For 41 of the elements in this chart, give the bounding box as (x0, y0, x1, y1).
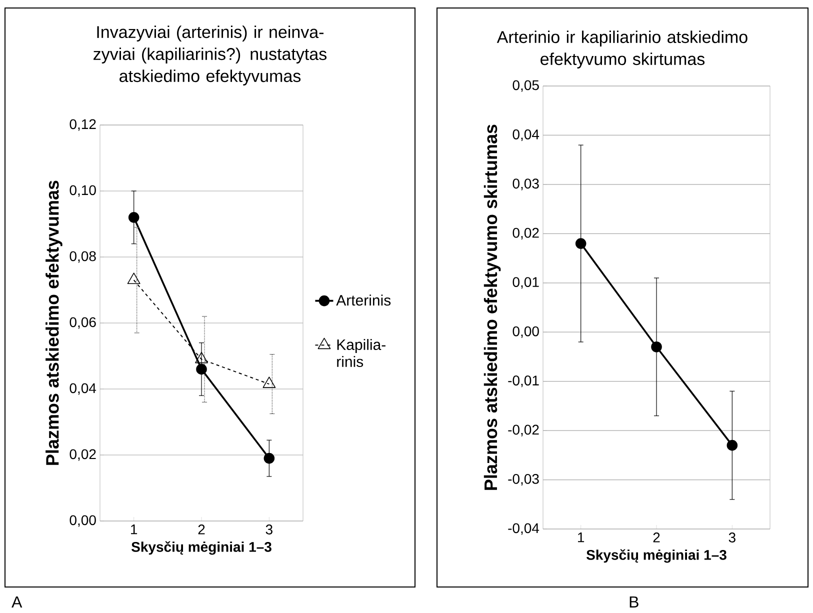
y-axis-title: Plazmos atskiedimo efektyvumas (46, 180, 62, 465)
y-tick-label: -0,02 (508, 424, 539, 436)
legend-label: Kapilia-rinis (337, 338, 386, 368)
x-axis-title: Skysčių mėginiai 1–3 (131, 541, 272, 555)
point (651, 341, 662, 352)
x-tick-label: 1 (578, 532, 584, 542)
point (127, 272, 140, 284)
x-tick-label: 3 (728, 532, 736, 542)
y-tick-label: 0,00 (70, 515, 96, 527)
y-axis-title: Plazmos atskiedimo efektyvumo skirtumas (484, 124, 501, 490)
x-tick-label: 1 (131, 524, 138, 534)
point (196, 364, 207, 375)
x-tick-label: 2 (198, 524, 205, 534)
y-tick-label: 0,06 (70, 317, 96, 329)
point (195, 352, 208, 364)
x-tick-label: 2 (653, 532, 660, 542)
y-tick-label: 0,04 (512, 129, 540, 141)
y-tick-label: 0,05 (512, 80, 539, 92)
y-tick-label: 0,02 (70, 449, 96, 461)
y-tick-label: -0,03 (508, 474, 539, 486)
y-tick-label: 0,00 (512, 326, 539, 338)
y-tick-label: 0,12 (70, 119, 96, 131)
point (726, 440, 738, 451)
y-tick-label: 0,10 (70, 185, 96, 197)
y-tick-label: -0,01 (508, 376, 539, 388)
x-tick-label: 3 (266, 524, 272, 534)
text: B (630, 596, 638, 608)
y-tick-label: 0,04 (70, 383, 96, 395)
chart-title: Invazyviai (arterinis) ir neinva-zyviai (kapiliarinis?) nustatytas atskiedimo efektyvumas (94, 26, 326, 86)
y-tick-label: 0,01 (512, 277, 539, 289)
y-tick-label: 0,02 (512, 228, 539, 240)
legend-label: Arterinis (336, 294, 391, 306)
y-tick-label: -0,04 (508, 523, 540, 535)
x-axis-title: Skysčių mėginiai 1–3 (586, 549, 726, 563)
y-tick-label: 0,08 (70, 251, 96, 263)
text: A (12, 596, 22, 608)
point (575, 238, 586, 249)
point (262, 376, 276, 388)
y-tick-label: 0,03 (512, 178, 539, 190)
point (264, 452, 275, 464)
chart-title: Arterinio ir kapiliarinio atskiedimo efektyvumo skirtumas (496, 30, 748, 68)
